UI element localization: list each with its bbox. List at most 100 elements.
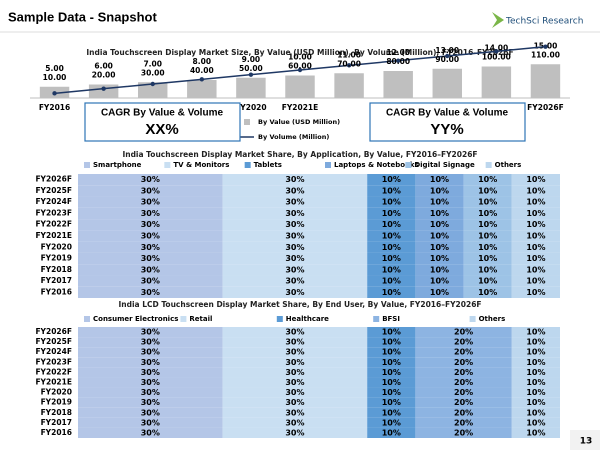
bar-segment <box>222 219 368 231</box>
bar-value-label: 8.00 <box>193 57 212 66</box>
bar-segment <box>222 347 368 358</box>
segment-label: 10% <box>382 254 401 263</box>
segment-label: 30% <box>141 209 160 218</box>
segment-label: 10% <box>526 243 545 252</box>
bar-segment <box>78 219 223 231</box>
y-tick-label: FY2019 <box>41 254 72 263</box>
segment-label: 10% <box>478 209 497 218</box>
bar-segment <box>367 397 416 408</box>
segment-label: 10% <box>382 186 401 195</box>
bar-segment <box>78 337 223 348</box>
volume-marker <box>248 72 254 77</box>
x-tick-label: FY2020 <box>235 103 266 112</box>
segment-label: 10% <box>382 175 401 184</box>
bar-segment <box>222 252 368 265</box>
bar-segment <box>367 286 416 298</box>
bar-segment <box>367 387 416 398</box>
bar-segment <box>511 417 560 428</box>
segment-label: 30% <box>141 368 160 377</box>
segment-label: 10% <box>526 338 545 347</box>
bar-segment <box>415 357 512 368</box>
bar-segment <box>78 174 223 186</box>
chart-title: India Touchscreen Display Market Share, … <box>122 150 477 159</box>
bar-segment <box>415 264 464 276</box>
bar-segment <box>222 241 368 253</box>
volume-marker <box>101 86 106 91</box>
y-tick-label: FY2021E <box>35 231 72 240</box>
segment-label: 30% <box>285 220 304 229</box>
bar-segment <box>78 252 223 265</box>
y-tick-label: FY2020 <box>41 242 72 251</box>
bar <box>481 66 512 98</box>
segment-label: 30% <box>141 186 160 195</box>
segment-label: 10% <box>382 368 401 377</box>
bar-segment <box>511 185 560 197</box>
segment-label: 10% <box>478 288 497 297</box>
bar-segment <box>367 427 416 438</box>
segment-label: 10% <box>382 277 401 286</box>
segment-label: 10% <box>430 232 449 241</box>
bar-segment <box>78 377 223 388</box>
bar <box>530 64 561 98</box>
segment-label: 20% <box>454 418 473 427</box>
legend-swatch <box>244 119 250 125</box>
bar-segment <box>78 286 223 298</box>
bar-segment <box>511 347 560 358</box>
bar-segment <box>367 337 416 348</box>
line-value-label: 100.00 <box>482 53 511 62</box>
segment-label: 30% <box>285 358 304 367</box>
legend-label: Others <box>479 315 506 323</box>
segment-label: 30% <box>141 254 160 263</box>
segment-label: 10% <box>526 428 545 437</box>
segment-label: 10% <box>526 378 545 387</box>
segment-label: 10% <box>526 368 545 377</box>
line-value-label: 30.00 <box>141 68 165 77</box>
segment-label: 10% <box>430 254 449 263</box>
bar-segment <box>415 417 512 428</box>
bar-segment <box>511 174 560 186</box>
legend-swatch <box>373 316 380 322</box>
segment-label: 30% <box>141 265 160 274</box>
x-tick-label: FY2016 <box>39 103 70 112</box>
bar-segment <box>415 387 512 398</box>
bar-value-label: 11.00 <box>337 50 361 59</box>
line-value-label: 80.00 <box>386 57 410 66</box>
segment-label: 10% <box>478 232 497 241</box>
segment-label: 30% <box>285 398 304 407</box>
logo-text: TechSci Research <box>505 17 583 27</box>
bar-segment <box>415 347 512 358</box>
bar-segment <box>367 219 416 231</box>
y-tick-label: FY2016 <box>41 428 72 437</box>
bar-segment <box>78 407 223 418</box>
segment-label: 10% <box>382 398 401 407</box>
bar-value-label: 14.00 <box>484 44 508 53</box>
segment-label: 30% <box>285 338 304 347</box>
legend-swatch <box>469 316 476 322</box>
bar-segment <box>367 230 416 242</box>
segment-label: 30% <box>285 328 304 337</box>
bar-segment <box>222 327 368 338</box>
segment-label: 30% <box>141 175 160 184</box>
segment-label: 30% <box>141 388 160 397</box>
bar-segment <box>511 407 560 418</box>
legend-swatch <box>325 162 331 168</box>
segment-label: 30% <box>141 338 160 347</box>
legend-swatch <box>84 162 90 168</box>
bar-segment <box>367 327 416 338</box>
segment-label: 10% <box>382 288 401 297</box>
y-tick-label: FY2022F <box>35 367 72 376</box>
bar-segment <box>78 185 223 197</box>
bar-segment <box>463 275 512 287</box>
bar-segment <box>222 407 368 418</box>
bar-segment <box>78 387 223 398</box>
line-value-label: 110.00 <box>531 50 560 59</box>
segment-label: 10% <box>526 198 545 207</box>
bar-segment <box>511 286 560 298</box>
segment-label: 10% <box>478 243 497 252</box>
legend-label: Retail <box>189 315 212 323</box>
segment-label: 30% <box>285 243 304 252</box>
logo-mark <box>492 12 504 28</box>
segment-label: 30% <box>141 198 160 207</box>
segment-label: 10% <box>430 243 449 252</box>
